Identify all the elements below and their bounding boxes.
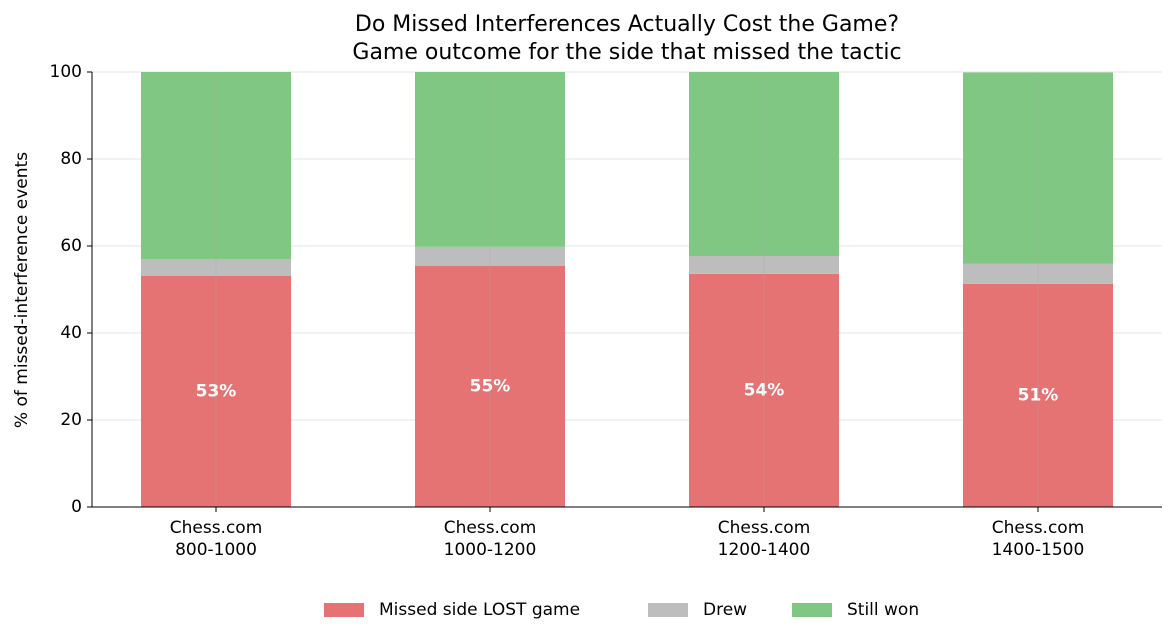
legend-label: Drew — [703, 600, 747, 620]
y-tick-label: 0 — [71, 497, 82, 517]
x-tick-label: 800-1000 — [175, 540, 257, 560]
y-tick-label: 20 — [60, 410, 82, 430]
y-tick-label: 60 — [60, 236, 82, 256]
y-tick-label: 80 — [60, 149, 82, 169]
legend-swatch — [792, 603, 832, 617]
bar-segment — [141, 72, 291, 260]
bar-segment — [141, 276, 291, 507]
bar-segment — [963, 72, 1113, 264]
y-axis-label: % of missed-interference events — [12, 152, 32, 428]
bar-segment — [963, 283, 1113, 507]
bar-segment — [689, 256, 839, 274]
bar-segment — [141, 259, 291, 277]
y-tick-label: 40 — [60, 323, 82, 343]
value-label: 51% — [1018, 385, 1059, 405]
bar-segment — [689, 72, 839, 257]
value-label: 54% — [744, 380, 785, 400]
x-tick-label: Chess.com — [718, 518, 811, 538]
bar-segment — [415, 246, 565, 267]
y-tick-label: 100 — [50, 62, 82, 82]
bar-segment — [415, 72, 565, 247]
chart-subtitle: Game outcome for the side that missed th… — [352, 40, 901, 65]
legend-label: Missed side LOST game — [379, 600, 580, 620]
legend-swatch — [324, 603, 364, 617]
x-tick-label: Chess.com — [992, 518, 1085, 538]
x-tick-label: Chess.com — [170, 518, 263, 538]
x-tick-label: 1200-1400 — [718, 540, 811, 560]
x-tick-label: 1000-1200 — [444, 540, 537, 560]
chart-title: Do Missed Interferences Actually Cost th… — [355, 12, 899, 37]
value-label: 53% — [196, 382, 237, 402]
legend-swatch — [648, 603, 688, 617]
value-label: 55% — [470, 377, 511, 397]
bar-segment — [963, 263, 1113, 284]
x-tick-label: 1400-1500 — [992, 540, 1085, 560]
legend-label: Still won — [847, 600, 919, 620]
bar-segment — [415, 266, 565, 507]
bar-segment — [689, 273, 839, 507]
x-tick-label: Chess.com — [444, 518, 537, 538]
